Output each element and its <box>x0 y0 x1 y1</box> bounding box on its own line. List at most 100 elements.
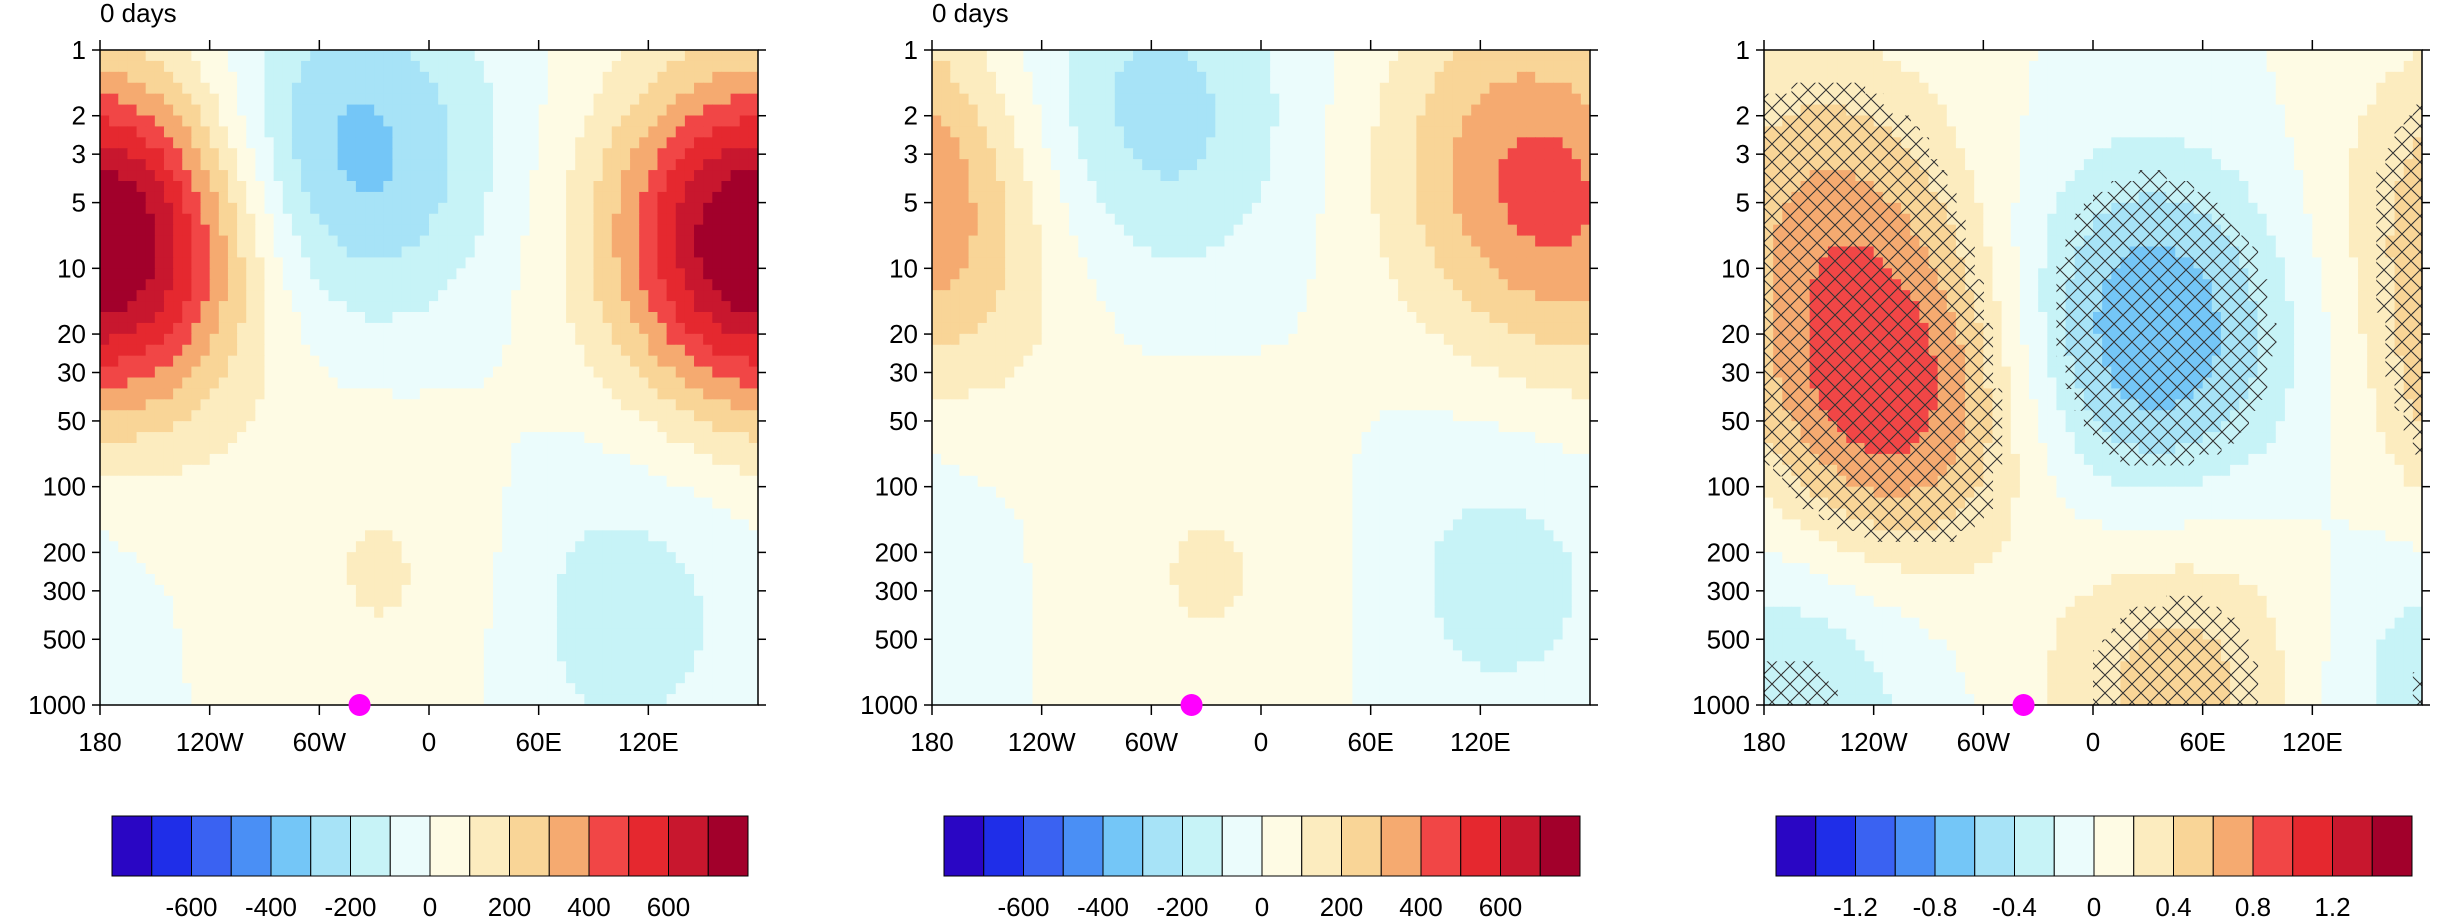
field-cell <box>712 563 723 575</box>
field-cell <box>703 628 713 641</box>
field-cell <box>556 453 567 466</box>
field-cell <box>684 71 695 84</box>
field-cell <box>584 508 595 521</box>
field-cell <box>273 148 284 160</box>
field-cell <box>465 246 476 259</box>
field-cell <box>227 399 238 411</box>
field-cell <box>566 606 576 619</box>
field-cell <box>246 399 256 411</box>
field-cell <box>255 82 266 95</box>
field-cell <box>520 464 531 477</box>
field-cell <box>712 432 723 444</box>
field-cell <box>611 268 622 280</box>
field-cell <box>365 399 375 411</box>
field-cell <box>383 541 394 553</box>
field-cell <box>319 639 330 652</box>
field-cell <box>575 202 585 215</box>
field-cell <box>483 148 494 160</box>
field-cell <box>684 301 695 313</box>
y-tick-label: 1 <box>72 35 86 65</box>
field-cell <box>602 421 613 433</box>
field-cell <box>218 137 229 149</box>
field-cell <box>1370 71 1381 84</box>
field-cell <box>227 497 238 510</box>
field-cell <box>301 202 311 215</box>
field-cell <box>1370 104 1381 117</box>
field-cell <box>209 584 220 597</box>
field-cell <box>392 650 403 662</box>
field-cell <box>182 333 192 346</box>
field-cell <box>273 388 284 400</box>
field-cell <box>620 50 631 62</box>
field-cell <box>611 628 622 641</box>
field-cell <box>657 530 668 542</box>
y-tick-label: 2 <box>72 101 86 131</box>
field-cell <box>1480 115 1491 128</box>
field-cell <box>246 257 256 269</box>
field-cell <box>109 137 119 149</box>
field-cell <box>109 628 119 641</box>
field-cell <box>657 617 668 630</box>
field-cell <box>310 301 320 313</box>
field-cell <box>383 60 394 73</box>
field-cell <box>465 421 476 433</box>
field-cell <box>127 159 138 171</box>
field-cell <box>1288 115 1299 128</box>
field-cell <box>264 574 275 586</box>
field-cell <box>328 388 339 400</box>
field-cell <box>474 224 485 237</box>
field-cell <box>154 181 165 193</box>
field-cell <box>154 170 165 182</box>
field-cell <box>291 464 302 477</box>
field-cell <box>611 224 622 237</box>
field-cell <box>1452 115 1463 128</box>
field-cell <box>566 82 576 95</box>
field-cell <box>730 497 741 510</box>
field-cell <box>712 475 723 488</box>
field-cell <box>547 497 558 510</box>
field-cell <box>694 93 704 106</box>
field-cell <box>675 344 686 357</box>
field-cell <box>1270 115 1280 128</box>
field-cell <box>538 137 549 149</box>
field-cell <box>100 694 110 705</box>
field-cell <box>739 421 750 433</box>
field-cell <box>182 650 192 662</box>
field-cell <box>301 50 311 62</box>
field-cell <box>410 301 421 313</box>
field-cell <box>264 443 275 455</box>
field-cell <box>218 148 229 160</box>
field-cell <box>1169 71 1180 84</box>
field-cell <box>584 377 595 390</box>
field-cell <box>602 464 613 477</box>
field-cell <box>630 170 640 182</box>
field-cell <box>109 93 119 106</box>
field-cell <box>227 71 238 84</box>
field-cell <box>648 191 659 204</box>
field-cell <box>1224 82 1235 95</box>
field-cell <box>639 82 649 95</box>
field-cell <box>474 170 485 182</box>
field-cell <box>730 541 741 553</box>
field-cell <box>648 410 659 422</box>
field-cell <box>191 191 202 204</box>
field-cell <box>1388 71 1399 84</box>
field-cell <box>739 694 750 705</box>
field-cell <box>602 202 613 215</box>
field-cell <box>739 508 750 521</box>
field-cell <box>118 202 129 215</box>
field-cell <box>365 508 375 521</box>
field-cell <box>447 464 458 477</box>
field-cell <box>154 530 165 542</box>
field-cell <box>456 279 467 291</box>
field-cell <box>520 279 531 291</box>
field-cell <box>182 563 192 575</box>
field-cell <box>310 552 320 564</box>
field-cell <box>648 235 659 248</box>
field-cell <box>675 694 686 705</box>
field-cell <box>520 235 531 248</box>
field-cell <box>511 268 521 280</box>
field-cell <box>703 202 713 215</box>
field-cell <box>182 672 192 684</box>
field-cell <box>365 541 375 553</box>
